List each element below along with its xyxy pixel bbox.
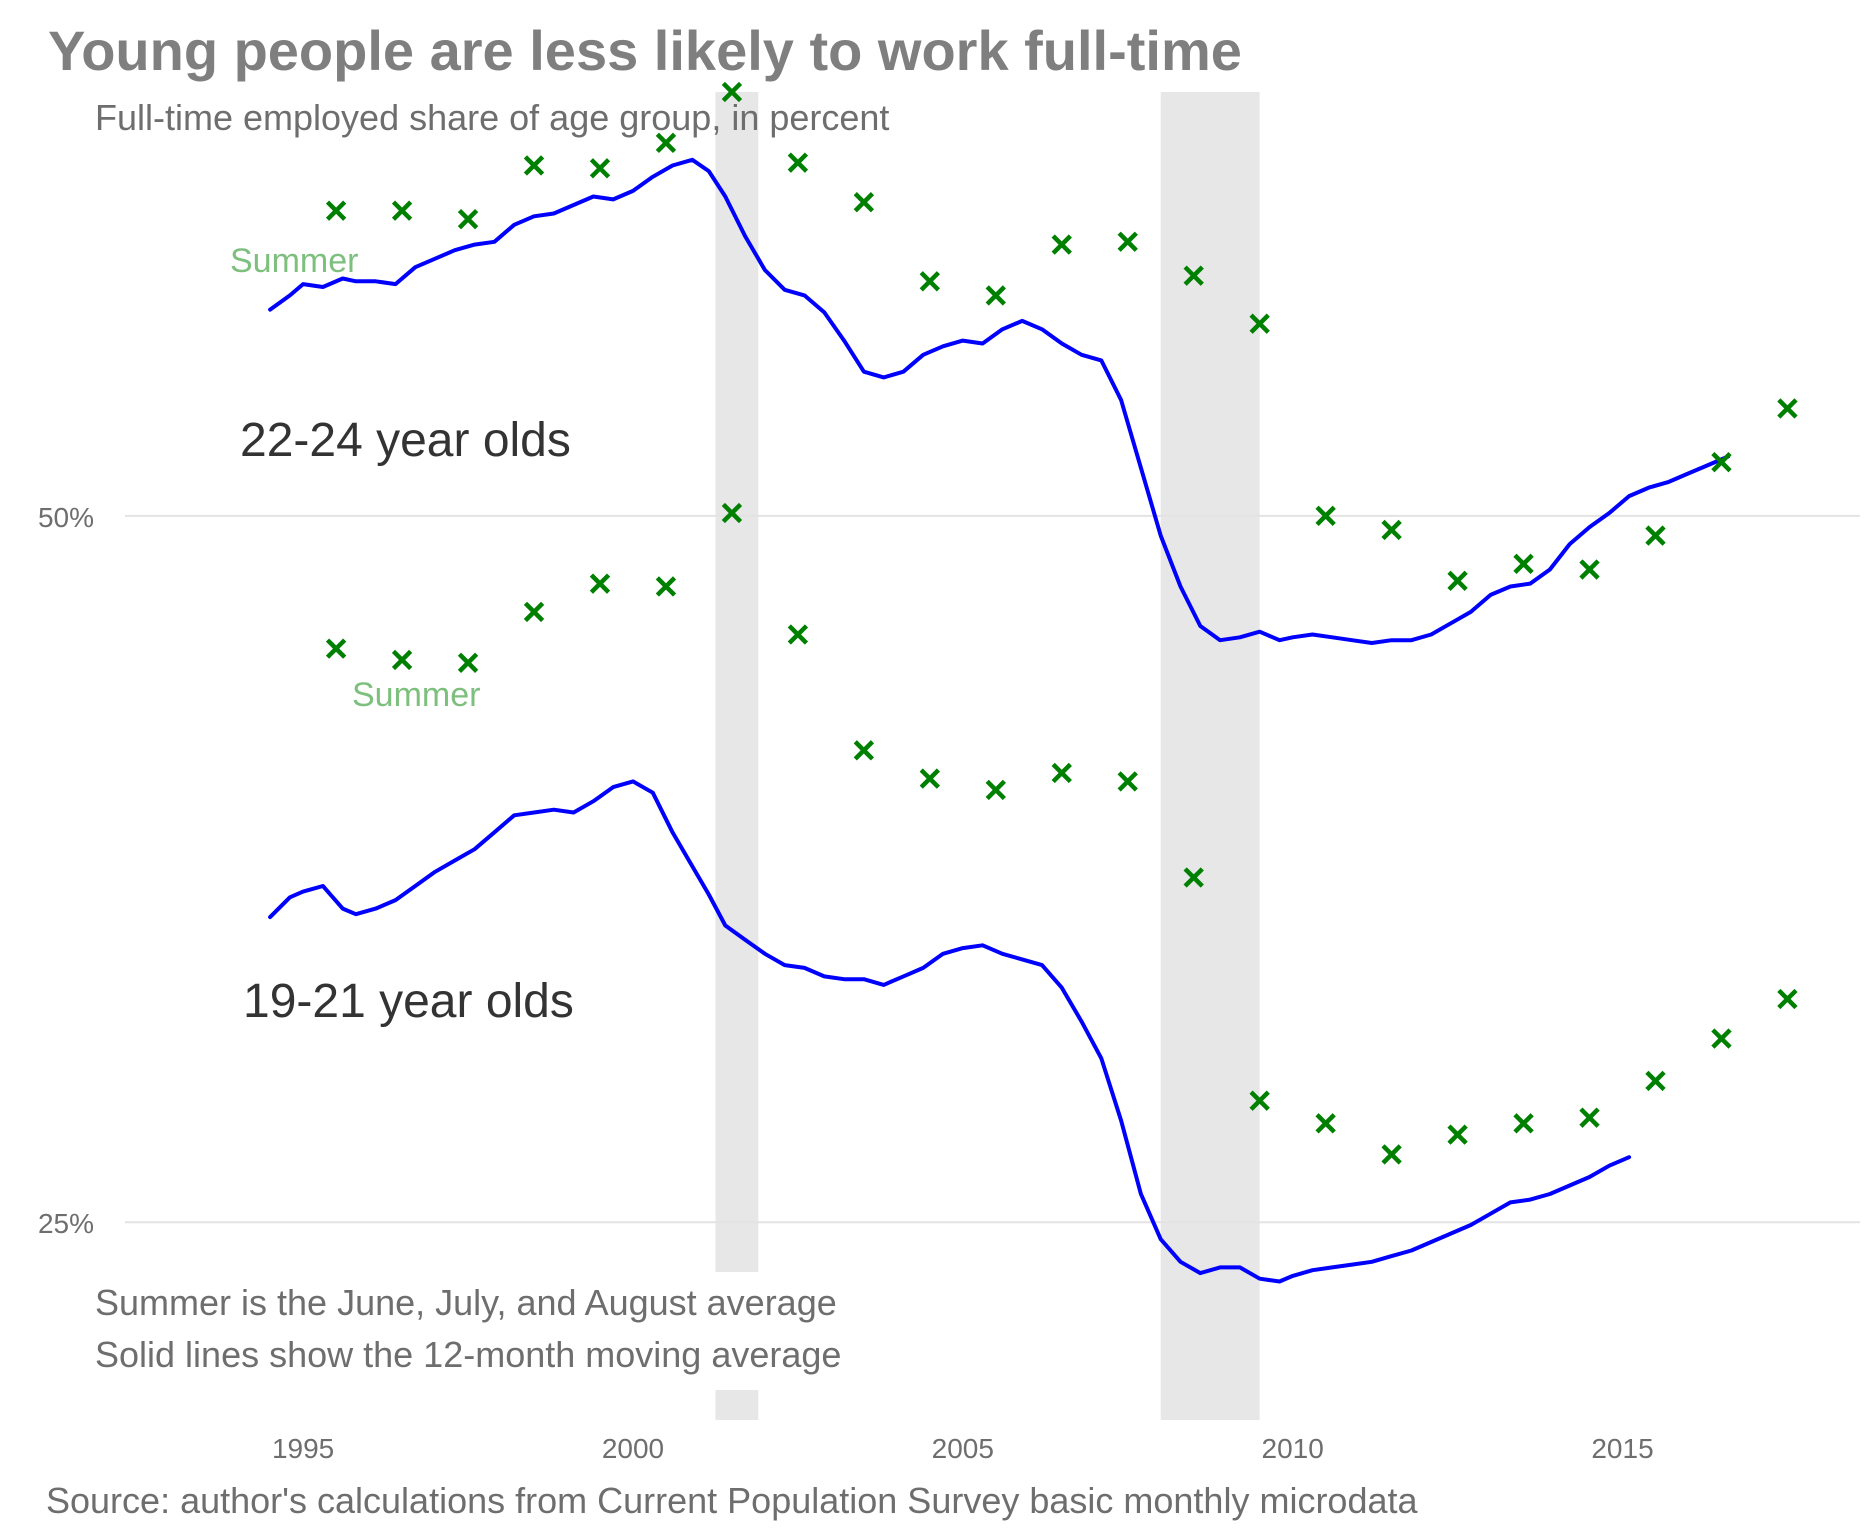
summer-marker-19-21-3 (457, 652, 479, 673)
moving-average-line-22-24 (268, 157, 1731, 645)
summer-marker-22-24-6 (655, 132, 677, 154)
summer-marker-22-24-13 (1117, 231, 1138, 252)
summer-marker-19-21-6 (655, 576, 677, 597)
label-22-24: 22-24 year olds (240, 414, 571, 467)
summer-marker-22-24-22 (1711, 451, 1732, 473)
summer-marker-19-21-17 (1381, 1144, 1402, 1165)
summer-marker-19-21-2 (391, 649, 413, 671)
source-note: Source: author's calculations from Curre… (46, 1480, 1418, 1521)
summer-marker-19-21-22 (1711, 1028, 1732, 1049)
summer-label-upper: Summer (230, 242, 358, 280)
recession-band-2 (1160, 92, 1260, 1420)
summer-marker-22-24-23 (1777, 398, 1798, 419)
summer-marker-22-24-8 (787, 152, 809, 173)
summer-marker-22-24-12 (1051, 234, 1072, 255)
summer-marker-19-21-20 (1579, 1107, 1600, 1128)
summer-marker-22-24-10 (919, 271, 941, 292)
summer-marker-22-24-20 (1579, 559, 1600, 580)
y-axis-ticks: 25% 50% (38, 502, 94, 1239)
summer-marker-19-21-7 (721, 502, 743, 524)
summer-marker-22-24-19 (1513, 553, 1534, 575)
note-backdrop (90, 1272, 990, 1390)
summer-label-lower: Summer (352, 676, 480, 714)
summer-marker-22-24-4 (523, 155, 545, 176)
label-19-21: 19-21 year olds (243, 975, 574, 1028)
summer-marker-22-24-11 (985, 285, 1006, 306)
summer-marker-19-21-10 (919, 768, 941, 789)
moving-average-line-19-21 (268, 779, 1632, 1284)
summer-marker-19-21-15 (1249, 1090, 1270, 1111)
x-axis-ticks: 1995 2000 2005 2010 2015 (272, 1433, 1654, 1464)
summer-marker-22-24-5 (589, 158, 611, 179)
summer-markers (325, 81, 1798, 1165)
chart-subtitle: Full-time employed share of age group, i… (95, 97, 889, 138)
x-tick-label-1995: 1995 (272, 1433, 334, 1464)
x-tick-label-2000: 2000 (602, 1433, 664, 1464)
summer-marker-19-21-23 (1777, 988, 1798, 1010)
summer-marker-19-21-16 (1315, 1113, 1336, 1134)
summer-marker-19-21-14 (1183, 867, 1204, 888)
x-tick-label-2005: 2005 (932, 1433, 994, 1464)
summer-marker-22-24-15 (1249, 313, 1270, 334)
summer-marker-22-24-1 (325, 200, 347, 221)
summer-marker-19-21-11 (985, 779, 1006, 801)
summer-marker-19-21-12 (1051, 762, 1072, 784)
summer-marker-22-24-17 (1381, 519, 1402, 541)
summer-marker-19-21-18 (1447, 1124, 1468, 1145)
recession-band-1 (715, 92, 759, 1420)
note-summer: Summer is the June, July, and August ave… (95, 1282, 837, 1323)
summer-marker-22-24-18 (1447, 570, 1468, 591)
chart-title: Young people are less likely to work ful… (48, 19, 1242, 82)
summer-marker-22-24-14 (1183, 265, 1204, 286)
y-tick-label-25: 25% (38, 1208, 94, 1239)
y-tick-label-50: 50% (38, 502, 94, 533)
summer-marker-22-24-9 (853, 192, 875, 213)
summer-marker-22-24-7 (721, 81, 743, 103)
summer-marker-19-21-4 (523, 601, 545, 623)
series-lines (268, 157, 1731, 1284)
gridlines (125, 514, 1860, 1224)
summer-marker-19-21-8 (787, 624, 809, 645)
summer-marker-22-24-16 (1315, 505, 1336, 527)
summer-marker-19-21-9 (853, 740, 875, 761)
summer-marker-19-21-1 (325, 638, 347, 659)
x-tick-label-2015: 2015 (1591, 1433, 1653, 1464)
summer-marker-22-24-21 (1645, 525, 1666, 546)
summer-marker-19-21-5 (589, 573, 611, 594)
summer-marker-19-21-19 (1513, 1113, 1534, 1134)
summer-marker-22-24-3 (457, 208, 479, 230)
summer-marker-19-21-21 (1645, 1070, 1666, 1092)
summer-marker-22-24-2 (391, 200, 413, 221)
note-moving-average: Solid lines show the 12-month moving ave… (95, 1334, 841, 1375)
x-tick-label-2010: 2010 (1262, 1433, 1324, 1464)
recession-shading (715, 92, 1260, 1420)
summer-marker-19-21-13 (1117, 771, 1138, 792)
